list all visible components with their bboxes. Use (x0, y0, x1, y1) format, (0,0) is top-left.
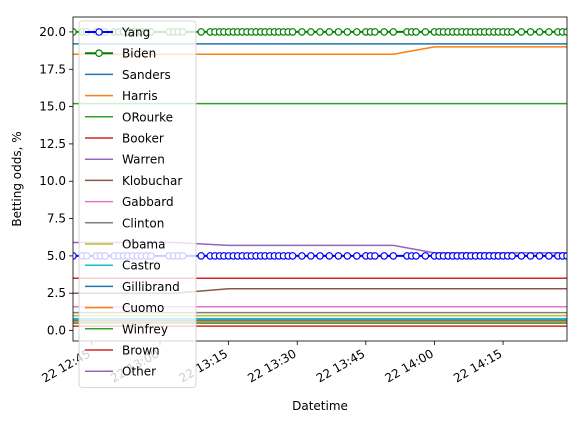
marker-yang (343, 252, 352, 260)
marker-yang (197, 252, 206, 260)
marker-biden (517, 28, 526, 36)
y-tick-label: 15.0 (39, 100, 66, 114)
y-tick-label: 17.5 (39, 62, 66, 76)
marker-yang (298, 252, 306, 260)
marker-biden (380, 28, 389, 36)
x-tick-label: 22 13:45 (314, 346, 367, 385)
x-tick-label: 22 14:00 (382, 346, 435, 385)
y-tick-label: 20.0 (39, 25, 66, 39)
legend-label-other: Other (122, 365, 156, 379)
x-tick-label: 22 13:30 (245, 346, 298, 385)
marker-biden (421, 28, 430, 36)
y-tick-label: 2.5 (47, 286, 66, 300)
x-axis-label: Datetime (292, 399, 348, 413)
marker-biden (412, 28, 420, 36)
legend-label-sanders: Sanders (122, 68, 171, 82)
y-tick-label: 0.0 (47, 324, 66, 338)
marker-yang (517, 252, 526, 260)
marker-yang (325, 252, 334, 260)
marker-biden (389, 28, 398, 36)
legend-label-cuomo: Cuomo (122, 301, 164, 315)
y-tick-label: 12.5 (39, 137, 66, 151)
legend-label-orourke: ORourke (122, 110, 173, 124)
marker-biden (334, 28, 343, 36)
marker-biden (371, 28, 379, 36)
marker-biden (288, 28, 297, 36)
y-tick-label: 7.5 (47, 212, 66, 226)
marker-yang (334, 252, 343, 260)
legend-label-clinton: Clinton (122, 216, 164, 230)
marker-biden (316, 28, 324, 36)
marker-yang (526, 252, 535, 260)
marker-biden (535, 28, 544, 36)
legend-label-castro: Castro (122, 259, 161, 273)
legend-label-obama: Obama (122, 238, 165, 252)
marker-biden (307, 28, 315, 36)
marker-yang (288, 252, 297, 260)
y-axis-label: Betting odds, % (10, 131, 24, 226)
y-tick-label: 10.0 (39, 174, 66, 188)
marker-yang (412, 252, 420, 260)
marker-yang (389, 252, 398, 260)
legend-marker-yang (95, 28, 103, 36)
marker-biden (197, 28, 206, 36)
marker-yang (545, 252, 553, 260)
marker-yang (316, 252, 324, 260)
legend: Yang Biden Sanders Harris ORourke Booker Warre… (78, 20, 197, 388)
marker-biden (508, 28, 516, 36)
legend-box (78, 20, 197, 388)
marker-yang (380, 252, 389, 260)
x-tick-label: 22 14:15 (451, 346, 504, 385)
marker-biden (545, 28, 553, 36)
legend-label-warren: Warren (122, 153, 165, 167)
legend-label-brown: Brown (122, 344, 160, 358)
marker-biden (352, 28, 361, 36)
legend-label-booker: Booker (122, 132, 164, 146)
marker-yang (421, 252, 430, 260)
marker-biden (325, 28, 334, 36)
legend-label-yang: Yang (121, 26, 150, 40)
axes-frame (72, 16, 568, 342)
legend-label-winfrey: Winfrey (122, 322, 168, 336)
legend-label-klobuchar: Klobuchar (122, 174, 182, 188)
y-tick-label: 5.0 (47, 249, 66, 263)
marker-yang (508, 252, 516, 260)
marker-yang (535, 252, 544, 260)
legend-marker-biden (95, 49, 103, 58)
series-line-harris (73, 46, 567, 56)
marker-biden (526, 28, 535, 36)
marker-biden (343, 28, 352, 36)
marker-yang (307, 252, 315, 260)
marker-yang (371, 252, 379, 260)
marker-biden (298, 28, 306, 36)
legend-label-gabbard: Gabbard (122, 195, 174, 209)
legend-label-harris: Harris (122, 89, 158, 103)
marker-yang (352, 252, 361, 260)
legend-label-biden: Biden (122, 47, 156, 61)
legend-label-gillibrand: Gillibrand (122, 280, 180, 294)
